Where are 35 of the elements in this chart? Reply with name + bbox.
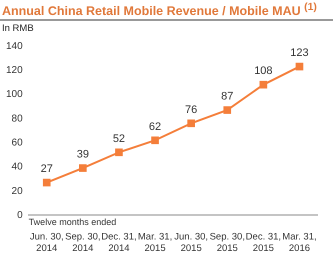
y-tick-label: 140: [6, 40, 24, 52]
x-tick-label: Dec. 31, 2015: [246, 232, 282, 254]
data-label: 27: [40, 163, 53, 176]
point: [187, 120, 195, 128]
x-tick-label: Jun. 30, 2014: [30, 232, 64, 254]
data-label: 87: [221, 90, 234, 103]
y-tick-label: 120: [6, 65, 24, 76]
data-label: 108: [254, 65, 273, 78]
y-tick-label: 60: [12, 138, 24, 149]
point: [260, 81, 268, 89]
x-tick-label: Mar. 31, 2015: [138, 232, 172, 254]
y-tick-label: 80: [12, 113, 24, 124]
x-tick-label: Dec. 31, 2014: [101, 232, 137, 254]
data-label: 123: [290, 47, 309, 60]
data-label: 52: [112, 133, 126, 146]
point: [151, 136, 159, 144]
y-tick-label: 0: [17, 210, 24, 222]
x-tick-label: Mar. 31, 2016: [282, 232, 317, 254]
point: [223, 106, 232, 114]
x-tick-label: Sep. 30, 2014: [65, 232, 101, 254]
x-tick-label: Jun. 30, 2015: [174, 232, 208, 254]
x-tick-label: Sep. 30, 2015: [210, 232, 245, 254]
data-label: 76: [185, 104, 198, 116]
text: Twelve months ended: [28, 217, 116, 228]
y-tick-label: 20: [12, 186, 24, 197]
data-label: 39: [76, 148, 89, 161]
y-tick-label: 40: [12, 162, 24, 173]
data-label: 62: [148, 120, 162, 133]
y-tick-label: 100: [6, 89, 24, 100]
chart-title: Annual China Retail Mobile Revenue / Mobile MAU $^{(1)}$: [0, 0, 333, 22]
point: [115, 148, 123, 156]
point: [42, 178, 51, 187]
point: [79, 164, 87, 172]
point: [296, 62, 304, 71]
chart-subtitle: In RMB: [1, 22, 35, 34]
